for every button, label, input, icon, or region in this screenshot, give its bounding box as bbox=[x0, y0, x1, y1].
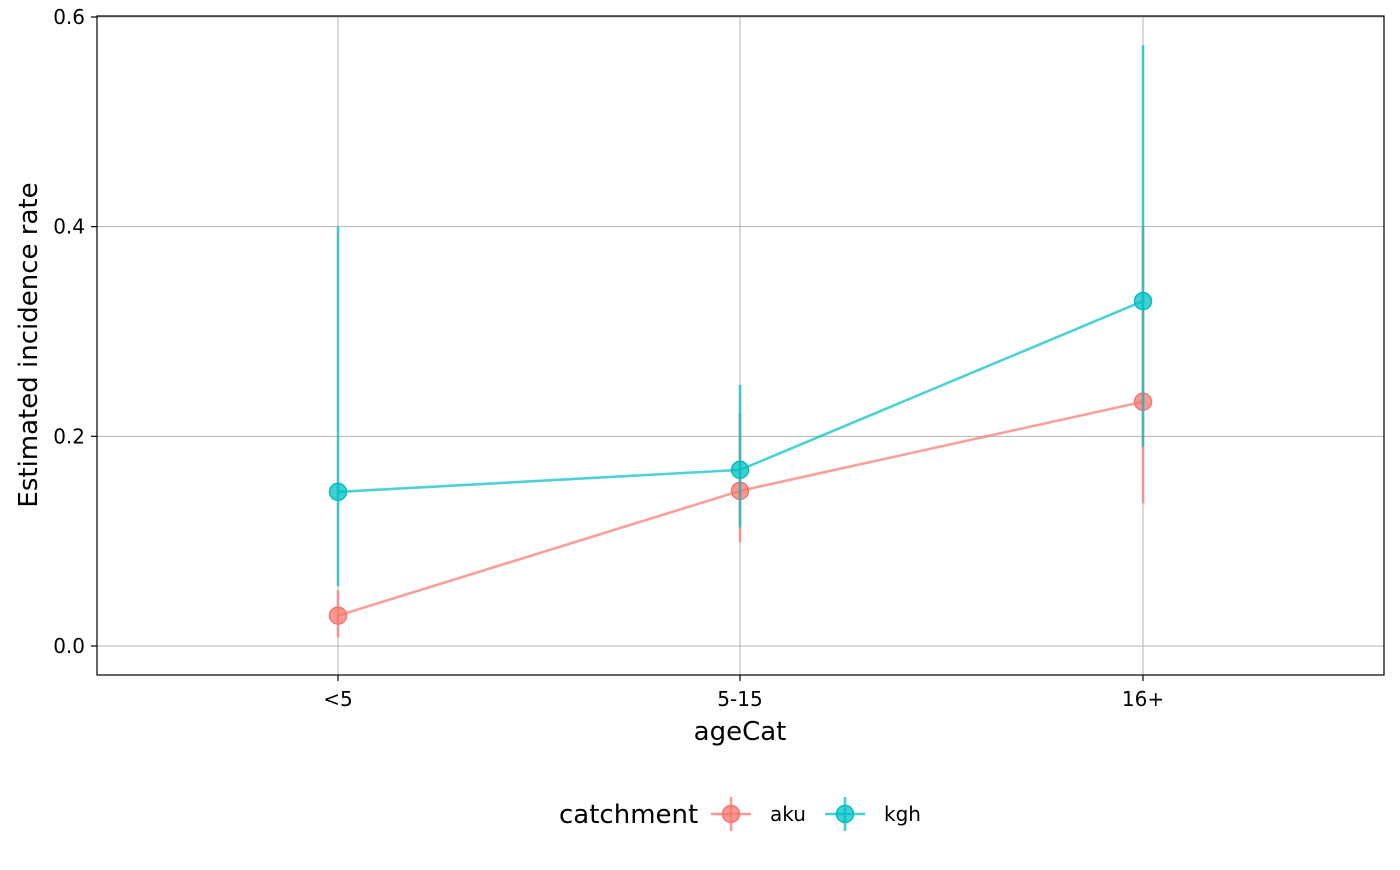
point-kgh bbox=[1133, 291, 1153, 311]
x-tick-label: <5 bbox=[323, 687, 352, 711]
x-tick-label: 5-15 bbox=[717, 687, 762, 711]
legend-keys: aku kgh bbox=[711, 797, 921, 831]
series-kgh bbox=[328, 45, 1153, 587]
x-tick-label: 16+ bbox=[1122, 687, 1164, 711]
y-tick-label: 0.2 bbox=[53, 424, 85, 448]
legend: catchment aku kgh bbox=[559, 797, 921, 831]
y-axis-title: Estimated incidence rate bbox=[14, 182, 44, 507]
point-aku bbox=[328, 606, 348, 625]
legend-key-kgh bbox=[825, 797, 865, 831]
legend-title: catchment bbox=[559, 800, 698, 830]
x-axis-title: ageCat bbox=[694, 717, 787, 747]
point-kgh bbox=[730, 460, 750, 480]
legend-key-aku bbox=[711, 797, 751, 831]
series-layer bbox=[328, 45, 1153, 638]
legend-label-kgh: kgh bbox=[884, 802, 921, 826]
legend-key-point bbox=[835, 804, 855, 824]
legend-label-aku: aku bbox=[770, 802, 806, 826]
axis-layer: 0.0 0.2 0.4 0.6 <5 5-15 16+ bbox=[53, 5, 1164, 711]
point-kgh bbox=[328, 482, 348, 502]
y-tick-label: 0.0 bbox=[53, 634, 85, 658]
y-tick-label: 0.6 bbox=[53, 5, 85, 29]
y-tick-label: 0.4 bbox=[53, 215, 85, 239]
legend-key-point bbox=[721, 804, 741, 824]
